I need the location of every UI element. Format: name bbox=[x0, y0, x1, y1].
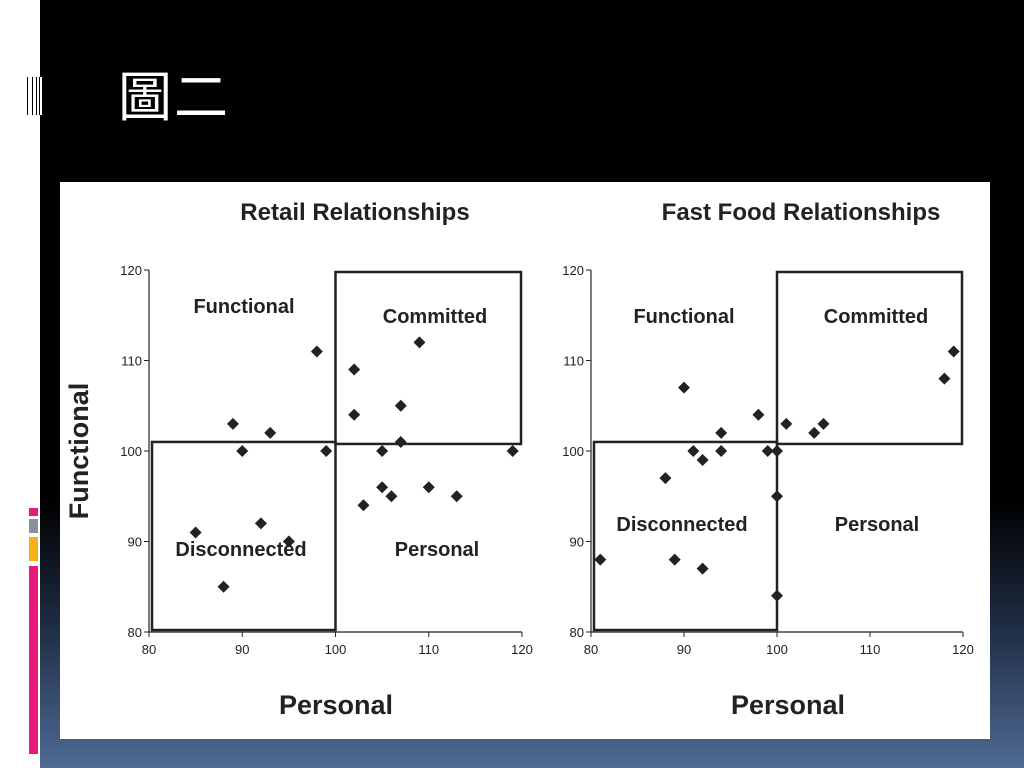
data-point bbox=[357, 499, 370, 512]
quadrant-box bbox=[150, 440, 337, 632]
data-point bbox=[771, 589, 783, 602]
x-tick-label: 80 bbox=[584, 642, 598, 657]
x-tick-label: 100 bbox=[325, 642, 347, 657]
data-point bbox=[348, 363, 361, 376]
data-point bbox=[254, 517, 267, 530]
data-point bbox=[394, 435, 407, 448]
data-point bbox=[678, 381, 690, 394]
data-point bbox=[715, 426, 728, 439]
data-point bbox=[752, 408, 765, 421]
x-tick-label: 80 bbox=[142, 642, 156, 657]
data-point bbox=[808, 426, 821, 439]
data-point bbox=[394, 399, 407, 412]
data-point bbox=[659, 472, 672, 485]
data-point bbox=[696, 454, 709, 467]
quadrant-box bbox=[775, 270, 964, 446]
data-point bbox=[947, 345, 960, 358]
quadrant-label: Disconnected bbox=[616, 514, 747, 536]
data-point bbox=[715, 445, 728, 457]
data-point bbox=[385, 490, 398, 503]
x-axis-label: Personal bbox=[731, 690, 845, 720]
chart-2: Fast Food Relationships 80 90 100 110 120 80 90… bbox=[562, 199, 974, 720]
slide-title: 圖二 bbox=[118, 66, 230, 129]
x-tick-label: 110 bbox=[418, 642, 439, 657]
chart-panel: Retail Relationships 80 90 100 110 120 80 90 100… bbox=[60, 182, 990, 739]
data-point bbox=[780, 417, 793, 430]
x-axis-label: Personal bbox=[279, 690, 393, 720]
data-point bbox=[310, 345, 323, 358]
quadrant-label: Committed bbox=[383, 306, 487, 328]
quadrant-label: Functional bbox=[193, 296, 294, 318]
data-point bbox=[696, 562, 709, 575]
quadrant-label: Disconnected bbox=[175, 539, 306, 561]
x-tick-label: 110 bbox=[860, 642, 881, 657]
quadrant-box bbox=[334, 270, 523, 446]
x-tick-label: 100 bbox=[766, 642, 788, 657]
chart-title: Fast Food Relationships bbox=[662, 199, 941, 226]
data-point bbox=[668, 553, 681, 566]
y-tick-label: 120 bbox=[562, 263, 584, 278]
y-tick-label: 100 bbox=[120, 444, 142, 459]
accent-bar-pink bbox=[29, 508, 38, 516]
x-tick-label: 120 bbox=[511, 642, 533, 657]
data-point bbox=[189, 526, 202, 539]
data-point bbox=[376, 481, 389, 494]
quadrant-box bbox=[592, 440, 779, 632]
accent-bar-yellow bbox=[29, 537, 38, 561]
chart-title: Retail Relationships bbox=[240, 199, 469, 226]
quadrant-label: Committed bbox=[824, 306, 928, 328]
y-tick-label: 90 bbox=[128, 535, 142, 550]
y-axis-label: Functional bbox=[64, 383, 94, 520]
x-tick-label: 120 bbox=[952, 642, 974, 657]
data-point bbox=[320, 445, 333, 457]
y-tick-label: 80 bbox=[128, 625, 142, 640]
x-tick-label: 90 bbox=[677, 642, 691, 657]
vertical-bars-icon bbox=[20, 77, 44, 115]
y-tick-label: 110 bbox=[121, 354, 142, 369]
y-tick-label: 110 bbox=[563, 354, 584, 369]
data-point bbox=[376, 445, 389, 457]
data-point bbox=[817, 417, 830, 430]
data-point bbox=[348, 408, 361, 421]
x-tick-label: 90 bbox=[235, 642, 249, 657]
data-point bbox=[422, 481, 435, 494]
quadrant-label: Personal bbox=[835, 514, 919, 536]
accent-bar-pink-long bbox=[29, 566, 38, 754]
y-tick-label: 90 bbox=[570, 535, 584, 550]
y-tick-label: 80 bbox=[570, 625, 584, 640]
data-point bbox=[264, 426, 277, 439]
data-point bbox=[282, 535, 295, 548]
data-point bbox=[771, 490, 783, 503]
data-point bbox=[413, 336, 426, 349]
data-point bbox=[226, 417, 239, 430]
data-point bbox=[771, 445, 783, 457]
charts-svg: Retail Relationships 80 90 100 110 120 80 90 100… bbox=[64, 199, 974, 720]
data-point bbox=[761, 445, 774, 457]
y-tick-label: 120 bbox=[120, 263, 142, 278]
data-point bbox=[938, 372, 951, 385]
y-tick-label: 100 bbox=[562, 444, 584, 459]
data-point bbox=[217, 580, 230, 593]
accent-bar-gray bbox=[29, 519, 38, 533]
quadrant-label: Personal bbox=[395, 539, 479, 561]
quadrant-label: Functional bbox=[633, 306, 734, 328]
data-point bbox=[450, 490, 463, 503]
chart-1: Retail Relationships 80 90 100 110 120 80 90 100… bbox=[64, 199, 533, 720]
data-point bbox=[506, 445, 519, 457]
data-point bbox=[236, 445, 249, 457]
data-point bbox=[687, 445, 700, 457]
data-point bbox=[594, 553, 607, 566]
